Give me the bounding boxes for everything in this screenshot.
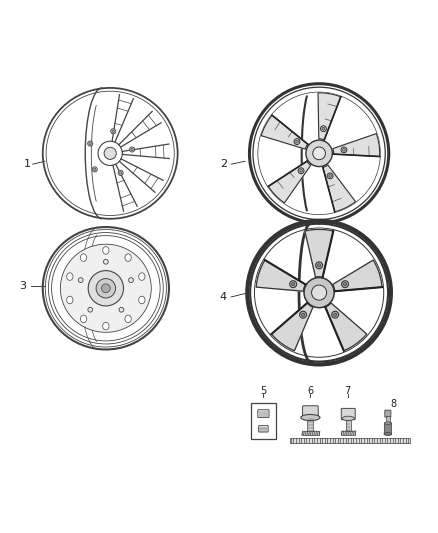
Text: 5: 5 bbox=[260, 385, 266, 395]
Ellipse shape bbox=[342, 416, 354, 421]
Text: 1: 1 bbox=[24, 159, 31, 169]
Circle shape bbox=[89, 142, 92, 145]
Circle shape bbox=[343, 149, 345, 151]
Circle shape bbox=[343, 282, 346, 286]
Circle shape bbox=[118, 171, 123, 175]
Circle shape bbox=[342, 281, 349, 288]
Ellipse shape bbox=[102, 322, 109, 330]
Bar bbox=[251, 403, 276, 439]
Text: 3: 3 bbox=[20, 281, 27, 291]
Circle shape bbox=[334, 313, 337, 316]
Circle shape bbox=[327, 173, 333, 179]
Polygon shape bbox=[305, 229, 333, 277]
Polygon shape bbox=[318, 93, 341, 140]
Circle shape bbox=[104, 147, 116, 159]
Polygon shape bbox=[333, 134, 380, 157]
Circle shape bbox=[313, 147, 325, 160]
Circle shape bbox=[88, 308, 93, 312]
Ellipse shape bbox=[81, 315, 87, 322]
Circle shape bbox=[119, 308, 124, 312]
Polygon shape bbox=[333, 260, 382, 291]
Circle shape bbox=[290, 281, 297, 288]
Circle shape bbox=[322, 127, 325, 130]
Ellipse shape bbox=[384, 433, 392, 435]
Circle shape bbox=[298, 168, 304, 174]
Ellipse shape bbox=[81, 254, 87, 261]
Polygon shape bbox=[268, 161, 311, 203]
Circle shape bbox=[341, 147, 347, 153]
Ellipse shape bbox=[67, 273, 73, 280]
Circle shape bbox=[96, 279, 116, 298]
Text: 4: 4 bbox=[220, 292, 227, 302]
Circle shape bbox=[88, 141, 93, 146]
Circle shape bbox=[94, 168, 96, 171]
Ellipse shape bbox=[139, 296, 145, 304]
Circle shape bbox=[300, 169, 303, 172]
Circle shape bbox=[129, 278, 134, 282]
FancyBboxPatch shape bbox=[341, 408, 355, 419]
Circle shape bbox=[300, 311, 307, 318]
Ellipse shape bbox=[102, 247, 109, 254]
Circle shape bbox=[130, 147, 134, 152]
FancyBboxPatch shape bbox=[341, 431, 355, 435]
FancyBboxPatch shape bbox=[385, 423, 391, 434]
Ellipse shape bbox=[139, 273, 145, 280]
Polygon shape bbox=[272, 303, 313, 351]
Circle shape bbox=[78, 278, 83, 282]
Circle shape bbox=[306, 140, 332, 167]
Ellipse shape bbox=[125, 315, 131, 322]
Circle shape bbox=[120, 172, 122, 174]
Text: 7: 7 bbox=[344, 385, 350, 395]
Text: 6: 6 bbox=[307, 385, 314, 395]
Ellipse shape bbox=[125, 254, 131, 261]
Circle shape bbox=[92, 167, 97, 172]
FancyBboxPatch shape bbox=[307, 417, 314, 432]
FancyBboxPatch shape bbox=[385, 410, 391, 417]
Circle shape bbox=[332, 311, 339, 318]
Circle shape bbox=[321, 126, 326, 132]
Circle shape bbox=[131, 148, 133, 151]
Text: 2: 2 bbox=[220, 159, 227, 169]
Circle shape bbox=[88, 271, 124, 306]
Circle shape bbox=[304, 278, 334, 308]
Ellipse shape bbox=[60, 244, 151, 333]
Ellipse shape bbox=[67, 296, 73, 304]
Polygon shape bbox=[325, 303, 367, 351]
Circle shape bbox=[112, 130, 114, 133]
Circle shape bbox=[103, 260, 108, 264]
Text: 8: 8 bbox=[390, 399, 396, 409]
FancyBboxPatch shape bbox=[302, 431, 319, 435]
Circle shape bbox=[328, 174, 332, 177]
Circle shape bbox=[311, 285, 327, 300]
Polygon shape bbox=[323, 165, 356, 212]
FancyBboxPatch shape bbox=[346, 418, 351, 431]
Circle shape bbox=[111, 129, 116, 134]
Circle shape bbox=[316, 262, 322, 269]
Circle shape bbox=[294, 139, 300, 144]
Ellipse shape bbox=[385, 422, 391, 424]
Polygon shape bbox=[256, 260, 306, 291]
Circle shape bbox=[301, 313, 305, 316]
Bar bbox=[290, 438, 410, 443]
Circle shape bbox=[102, 284, 110, 293]
Ellipse shape bbox=[301, 415, 320, 421]
FancyBboxPatch shape bbox=[303, 406, 318, 419]
Circle shape bbox=[296, 140, 298, 143]
Circle shape bbox=[292, 282, 295, 286]
FancyBboxPatch shape bbox=[258, 426, 268, 432]
Bar bbox=[386, 416, 390, 423]
Circle shape bbox=[318, 264, 321, 267]
FancyBboxPatch shape bbox=[258, 410, 269, 417]
Polygon shape bbox=[261, 115, 308, 149]
